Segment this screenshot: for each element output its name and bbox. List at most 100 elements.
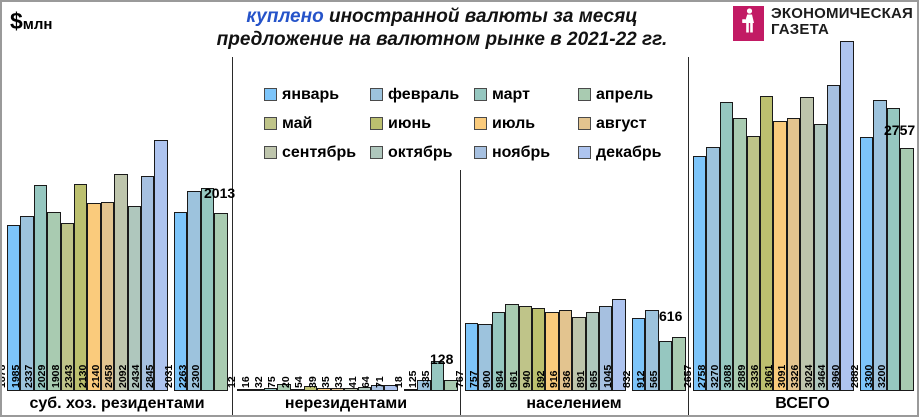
group-panel-4: 2657 2758 3270 3088 2889 3336 3061 3091 3326 3024… — [682, 41, 917, 415]
bar-value-label: 3464 — [816, 364, 829, 388]
group-label: ВСЕГО — [775, 395, 830, 412]
bar-апрель — [47, 212, 61, 391]
bar-январь — [465, 323, 479, 391]
bar-апрель — [672, 337, 686, 391]
bar-февраль — [873, 100, 887, 391]
bar-март — [263, 388, 278, 391]
bar-февраль — [478, 324, 492, 391]
bar-октябрь — [127, 206, 141, 391]
bar-май — [746, 136, 760, 391]
legend-item-февраль: февраль — [370, 80, 474, 109]
legend-label: июнь — [388, 114, 431, 132]
bar-март — [886, 108, 901, 391]
bar-март — [33, 185, 48, 391]
bar-январь — [237, 389, 251, 391]
bar-февраль — [187, 191, 201, 391]
bar-август — [100, 202, 115, 391]
bar-value-label: 2031 — [163, 364, 176, 388]
bar-март — [658, 341, 673, 391]
legend-label: июль — [492, 114, 536, 132]
bar-value-label: 3061 — [762, 364, 775, 388]
bar-value-label: 2434 — [130, 364, 143, 388]
legend-swatch-декабрь — [578, 146, 591, 159]
bar-октябрь — [357, 387, 371, 391]
apr-2022-annotation: 2013 — [204, 185, 236, 201]
bar-value-label: 2337 — [23, 364, 35, 388]
walking-person-icon — [738, 7, 760, 40]
legend-item-май: май — [264, 109, 370, 138]
bar-value-label: 2263 — [176, 364, 189, 388]
logo-text: ЭКОНОМИЧЕСКАЯ ГАЗЕТА — [771, 6, 913, 38]
bar-value-label: 916 — [548, 370, 560, 388]
bar-value-label: 2130 — [76, 364, 89, 388]
legend-swatch-июнь — [370, 117, 383, 130]
bar-ноябрь — [599, 306, 613, 391]
bar-январь — [7, 225, 21, 391]
bar-value-label: 2882 — [849, 364, 862, 388]
bar-value-label: 2657 — [682, 364, 695, 388]
bar-февраль — [250, 389, 264, 391]
legend-swatch-февраль — [370, 88, 383, 101]
legend-label: февраль — [388, 85, 460, 103]
bar-март — [200, 188, 215, 391]
bar-май — [60, 223, 74, 391]
bar-март — [430, 361, 445, 391]
bar-февраль — [706, 147, 720, 391]
legend-swatch-октябрь — [370, 146, 383, 159]
bar-value-label: 64 — [360, 376, 373, 388]
legend-swatch-апрель — [578, 88, 591, 101]
bar-value-label: 3960 — [829, 364, 842, 388]
legend-item-январь: январь — [264, 80, 370, 109]
bar-февраль — [20, 216, 34, 391]
bar-апрель — [733, 118, 747, 391]
bar-июль — [87, 203, 101, 391]
bar-value-label: 18 — [393, 376, 406, 388]
newspaper-logo: ЭКОНОМИЧЕСКАЯ ГАЗЕТА — [733, 6, 913, 41]
legend-label: апрель — [596, 85, 654, 103]
bar-октябрь — [813, 124, 827, 391]
units-text: млн — [22, 16, 53, 33]
bar-value-label: 892 — [534, 370, 547, 388]
legend-swatch-ноябрь — [474, 146, 487, 159]
bar-декабрь — [384, 385, 398, 391]
logo-line2: ГАЗЕТА — [771, 21, 830, 38]
legend-item-ноябрь: ноябрь — [474, 138, 578, 167]
bar-value-label: 75 — [266, 376, 279, 388]
bar-value-label: 2758 — [695, 364, 708, 388]
legend-label: январь — [282, 85, 340, 103]
apr-2022-annotation: 616 — [659, 308, 683, 324]
legend-swatch-январь — [264, 88, 277, 101]
bar-июль — [317, 388, 331, 391]
bar-value-label: 1878 — [0, 364, 9, 388]
group-label: населением — [526, 395, 622, 412]
bar-июнь — [304, 386, 318, 391]
bar-value-label: 32 — [253, 376, 265, 388]
legend-label: сентябрь — [282, 143, 357, 161]
group-panel-1: 1878 1985 2337 2029 1908 2343 2130 2140 2458 2092… — [0, 55, 236, 415]
bar-value-label: 3336 — [749, 364, 762, 388]
bar-value-label: 3200 — [876, 364, 888, 388]
legend-swatch-май — [264, 117, 277, 130]
bar-апрель — [214, 213, 228, 391]
logo-square — [733, 6, 764, 41]
bar-value-label: 3300 — [862, 364, 875, 388]
bar-сентябрь — [572, 317, 586, 391]
bar-value-label: 767 — [454, 370, 467, 388]
bar-value-label: 3091 — [776, 364, 788, 388]
bar-value-label: 940 — [521, 370, 534, 388]
bar-февраль — [417, 380, 431, 391]
bar-value-label: 1045 — [601, 364, 614, 388]
bar-май — [290, 389, 304, 391]
bar-value-label: 832 — [621, 370, 634, 388]
bar-январь — [860, 137, 874, 391]
panel-divider-2 — [460, 170, 461, 415]
bar-value-label: 984 — [494, 370, 507, 388]
legend-item-июль: июль — [474, 109, 578, 138]
bar-апрель — [444, 380, 458, 391]
bar-декабрь — [612, 299, 626, 391]
bar-value-label: 565 — [648, 370, 660, 388]
bar-январь — [404, 389, 418, 391]
legend-item-сентябрь: сентябрь — [264, 138, 370, 167]
bar-август — [558, 310, 573, 391]
